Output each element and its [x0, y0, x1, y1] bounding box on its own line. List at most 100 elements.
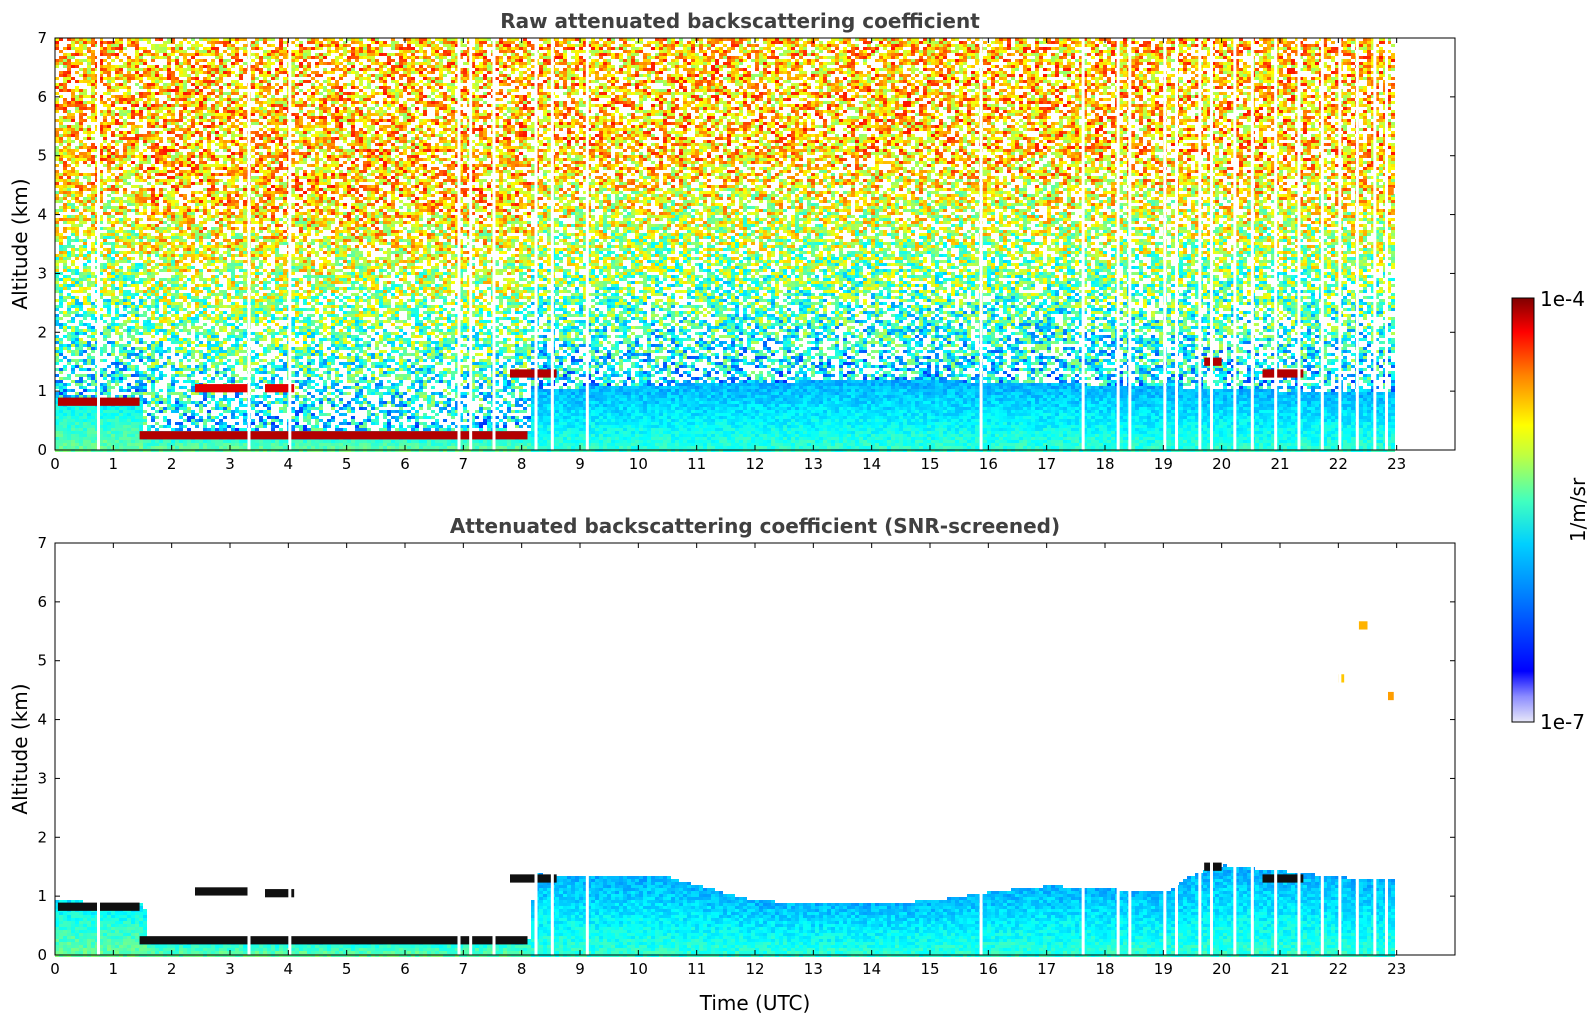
- heatmap-cell: [183, 176, 187, 179]
- heatmap-cell: [139, 224, 143, 227]
- heatmap-cell: [111, 242, 115, 245]
- heatmap-cell: [155, 182, 159, 185]
- heatmap-cell: [203, 65, 207, 68]
- heatmap-cell: [223, 128, 227, 131]
- heatmap-cell: [187, 176, 191, 179]
- heatmap-cell: [159, 68, 163, 71]
- heatmap-cell: [235, 92, 239, 95]
- heatmap-cell: [123, 62, 127, 65]
- heatmap-cell: [135, 143, 139, 146]
- heatmap-cell: [255, 320, 259, 323]
- heatmap-cell: [163, 116, 167, 119]
- heatmap-cell: [239, 305, 243, 308]
- heatmap-cell: [219, 341, 223, 344]
- heatmap-cell: [55, 431, 59, 434]
- heatmap-cell: [243, 218, 247, 221]
- heatmap-cell: [123, 314, 127, 317]
- heatmap-cell: [131, 170, 135, 173]
- heatmap-cell: [171, 239, 175, 242]
- heatmap-cell: [163, 314, 167, 317]
- heatmap-cell: [203, 299, 207, 302]
- heatmap-cell: [131, 314, 135, 317]
- heatmap-cell: [167, 254, 171, 257]
- heatmap-cell: [155, 200, 159, 203]
- heatmap-cell: [231, 272, 235, 275]
- heatmap-cell: [251, 164, 255, 167]
- heatmap-cell: [123, 374, 127, 377]
- heatmap-cell: [71, 350, 75, 353]
- heatmap-cell: [175, 56, 179, 59]
- heatmap-cell: [203, 296, 207, 299]
- heatmap-cell: [139, 137, 143, 140]
- heatmap-cell: [211, 65, 215, 68]
- heatmap-cell: [191, 146, 195, 149]
- heatmap-cell: [179, 275, 183, 278]
- heatmap-cell: [159, 344, 163, 347]
- heatmap-cell: [75, 257, 79, 260]
- heatmap-cell: [211, 50, 215, 53]
- heatmap-cell: [127, 422, 131, 425]
- heatmap-cell: [195, 314, 199, 317]
- heatmap-cell: [223, 257, 227, 260]
- heatmap-cell: [231, 347, 235, 350]
- heatmap-cell: [55, 230, 59, 233]
- heatmap-cell: [207, 293, 211, 296]
- heatmap-cell: [79, 248, 83, 251]
- heatmap-cell: [75, 122, 79, 125]
- heatmap-cell: [139, 377, 143, 380]
- heatmap-cell: [167, 128, 171, 131]
- heatmap-cell: [191, 221, 195, 224]
- heatmap-cell: [235, 206, 239, 209]
- heatmap-cell: [83, 113, 87, 116]
- heatmap-cell: [171, 236, 175, 239]
- heatmap-cell: [139, 74, 143, 77]
- heatmap-cell: [203, 263, 207, 266]
- heatmap-cell: [111, 248, 115, 251]
- heatmap-cell: [107, 53, 111, 56]
- heatmap-cell: [151, 359, 155, 362]
- heatmap-cell: [243, 188, 247, 191]
- heatmap-cell: [103, 212, 107, 215]
- heatmap-cell: [215, 443, 219, 446]
- heatmap-cell: [67, 221, 71, 224]
- heatmap-cell: [251, 239, 255, 242]
- heatmap-cell: [231, 137, 235, 140]
- heatmap-cell: [199, 326, 203, 329]
- heatmap-cell: [175, 167, 179, 170]
- heatmap-cell: [235, 245, 239, 248]
- heatmap-cell: [211, 419, 215, 422]
- heatmap-cell: [215, 71, 219, 74]
- heatmap-cell: [75, 125, 79, 128]
- heatmap-cell: [231, 47, 235, 50]
- heatmap-cell: [239, 68, 243, 71]
- heatmap-cell: [231, 440, 235, 443]
- heatmap-cell: [199, 278, 203, 281]
- heatmap-cell: [83, 419, 87, 422]
- heatmap-cell: [79, 428, 83, 431]
- heatmap-cell: [107, 74, 111, 77]
- heatmap-cell: [207, 62, 211, 65]
- heatmap-cell: [155, 398, 159, 401]
- heatmap-cell: [103, 47, 107, 50]
- heatmap-cell: [231, 167, 235, 170]
- heatmap-cell: [219, 89, 223, 92]
- heatmap-cell: [123, 344, 127, 347]
- heatmap-cell: [231, 323, 235, 326]
- heatmap-cell: [115, 149, 119, 152]
- heatmap-cell: [143, 311, 147, 314]
- heatmap-cell: [103, 335, 107, 338]
- heatmap-cell: [203, 206, 207, 209]
- heatmap-cell: [255, 314, 259, 317]
- heatmap-cell: [135, 410, 139, 413]
- heatmap-cell: [83, 209, 87, 212]
- heatmap-cell: [63, 275, 67, 278]
- heatmap-cell: [147, 308, 151, 311]
- heatmap-cell: [63, 368, 67, 371]
- heatmap-cell: [195, 422, 199, 425]
- heatmap-cell: [155, 296, 159, 299]
- heatmap-cell: [239, 380, 243, 383]
- heatmap-cell: [75, 59, 79, 62]
- heatmap-cell: [211, 377, 215, 380]
- heatmap-cell: [235, 167, 239, 170]
- heatmap-cell: [131, 305, 135, 308]
